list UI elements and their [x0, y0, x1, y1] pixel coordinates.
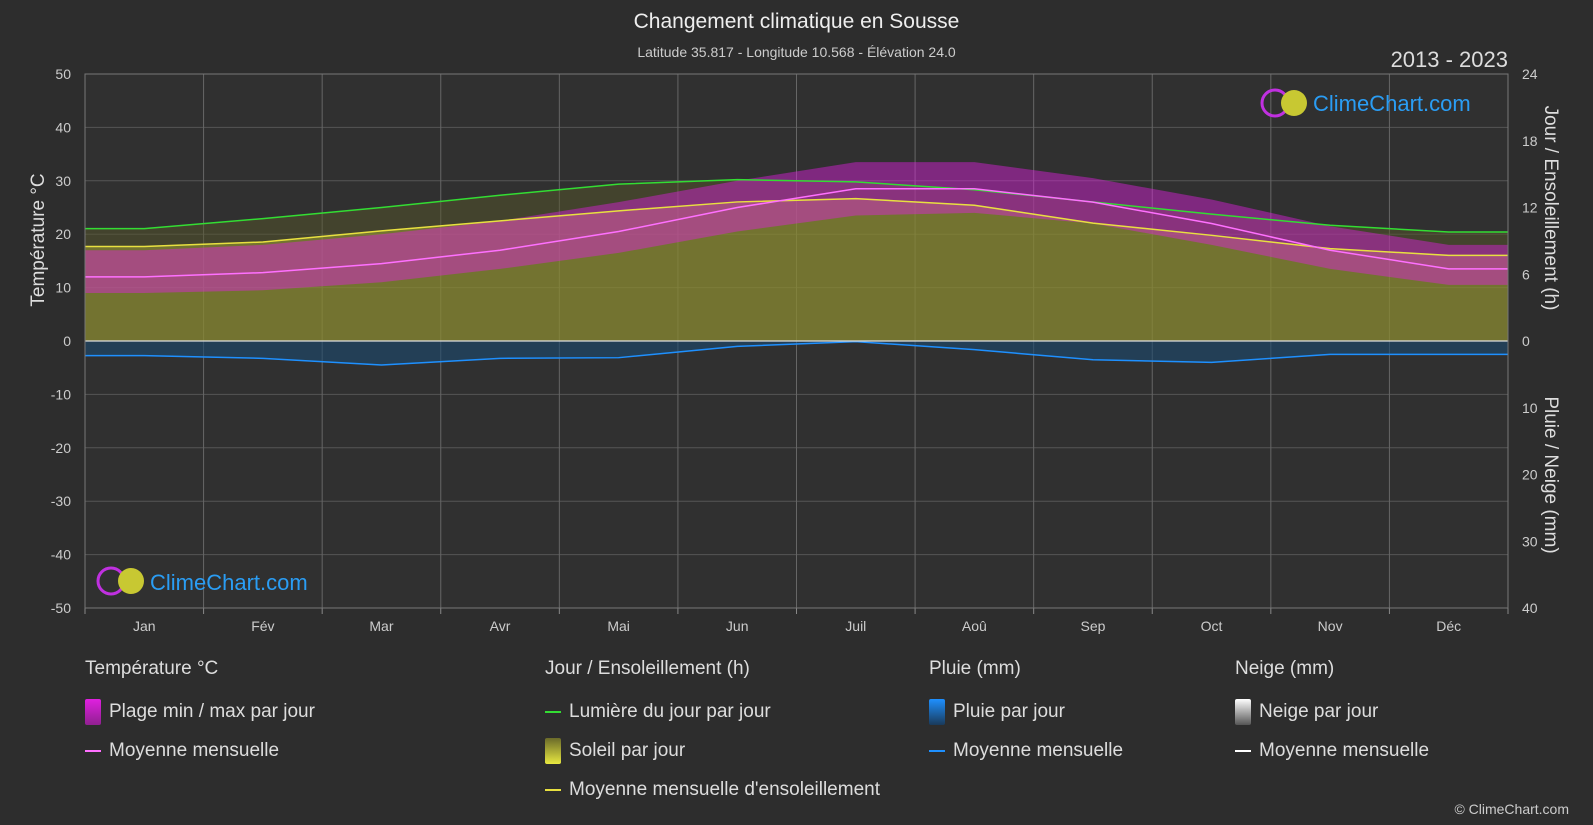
month-label: Aoû	[962, 618, 987, 634]
legend-item: Moyenne mensuelle	[1235, 731, 1429, 770]
month-label: Nov	[1318, 618, 1343, 634]
left-tick-label: 40	[55, 119, 71, 135]
left-tick-label: -30	[51, 493, 71, 509]
legend-snow-title: Neige (mm)	[1235, 658, 1335, 679]
daylight-line	[85, 178, 1508, 233]
temp-mean-line	[85, 188, 1508, 278]
rain-mean-line	[85, 340, 1508, 366]
chart-subtitle: Latitude 35.817 - Longitude 10.568 - Élé…	[637, 44, 956, 60]
legend-item: Moyenne mensuelle	[85, 731, 315, 770]
sun-area	[85, 198, 1508, 341]
temp-mean-swatch	[85, 749, 101, 752]
month-label: Sep	[1080, 618, 1105, 634]
legend-label: Moyenne mensuelle	[109, 739, 280, 761]
plot-frame	[84, 73, 1509, 609]
logo-sun-icon	[1281, 90, 1307, 116]
legend-label: Neige par jour	[1259, 700, 1379, 722]
right-top-tick-label: 24	[1522, 66, 1538, 82]
legend-label: Moyenne mensuelle	[953, 739, 1124, 761]
temp-range-area	[85, 162, 1508, 293]
month-label: Avr	[490, 618, 511, 634]
sun-mean-swatch	[545, 788, 561, 791]
left-axis-label: Température °C	[28, 173, 49, 306]
rain-area	[85, 341, 1508, 366]
right-bottom-tick-label: 40	[1522, 600, 1538, 616]
legend-rain-title: Pluie (mm)	[929, 658, 1021, 679]
month-label: Déc	[1436, 618, 1461, 634]
legend-label: Pluie par jour	[953, 700, 1065, 722]
left-tick-label: -20	[51, 440, 71, 456]
climate-chart: 50 40 30 20 10 0 -10 -20 -30 -40 -50 24 18 12 6 0 10 20 30…	[28, 66, 1561, 634]
right-axis-bottom-label: Pluie / Neige (mm)	[1540, 396, 1561, 553]
legend-snow: Neige (mm) Neige par jour Moyenne mensue…	[1235, 658, 1429, 770]
right-axis-top-label: Jour / Ensoleillement (h)	[1540, 106, 1561, 311]
left-tick-label: 30	[55, 173, 71, 189]
legend-item: Pluie par jour	[929, 692, 1123, 731]
daylight-swatch	[545, 710, 561, 713]
legend-item: Neige par jour	[1235, 692, 1429, 731]
legend-label: Moyenne mensuelle	[1259, 739, 1430, 761]
legend-rain: Pluie (mm) Pluie par jour Moyenne mensue…	[929, 658, 1123, 770]
snow-mean-swatch	[1235, 749, 1251, 752]
legend-label: Soleil par jour	[569, 739, 686, 761]
month-label: Juil	[845, 618, 866, 634]
right-top-tick-label: 0	[1522, 333, 1530, 349]
left-tick-label: 10	[55, 280, 71, 296]
snow-swatch	[1235, 698, 1251, 725]
logo-text-bottom: ClimeChart.com	[150, 570, 308, 595]
month-label: Mai	[607, 618, 630, 634]
legend-temperature-title: Température °C	[85, 658, 219, 679]
right-top-tick-label: 18	[1522, 133, 1538, 149]
right-top-tick-label: 6	[1522, 266, 1530, 282]
legend-item: Soleil par jour	[545, 731, 880, 770]
legend-item: Lumière du jour par jour	[545, 692, 880, 731]
logo-top[interactable]: ClimeChart.com	[1260, 88, 1471, 118]
month-label: Mar	[369, 618, 393, 634]
legend-label: Plage min / max par jour	[109, 700, 315, 722]
temp-range-swatch	[85, 698, 101, 725]
left-tick-label: 50	[55, 66, 71, 82]
rain-mean-swatch	[929, 749, 945, 752]
sun-swatch	[545, 737, 561, 764]
right-bottom-tick-label: 30	[1522, 533, 1538, 549]
logo-sun-icon	[118, 568, 144, 594]
month-label: Fév	[251, 618, 274, 634]
month-label: Jun	[726, 618, 749, 634]
legend-temperature: Température °C Plage min / max par jour …	[85, 658, 315, 770]
legend-sun: Jour / Ensoleillement (h) Lumière du jou…	[545, 658, 880, 809]
left-tick-label: -40	[51, 547, 71, 563]
legend-item: Plage min / max par jour	[85, 692, 315, 731]
logo-text-top: ClimeChart.com	[1313, 91, 1471, 116]
right-bottom-tick-label: 20	[1522, 467, 1538, 483]
right-top-tick-label: 12	[1522, 200, 1538, 216]
logo-bottom[interactable]: ClimeChart.com	[96, 566, 308, 596]
legend-item: Moyenne mensuelle	[929, 731, 1123, 770]
chart-title: Changement climatique en Sousse	[633, 10, 960, 33]
year-range: 2013 - 2023	[1390, 47, 1508, 72]
month-label: Jan	[133, 618, 156, 634]
left-tick-label: 20	[55, 226, 71, 242]
legend-sun-title: Jour / Ensoleillement (h)	[545, 658, 750, 679]
legend-label: Moyenne mensuelle d'ensoleillement	[569, 778, 880, 800]
daylight-area	[85, 179, 1508, 256]
month-label: Oct	[1201, 618, 1223, 634]
copyright: © ClimeChart.com	[1454, 801, 1569, 817]
left-tick-label: -10	[51, 386, 71, 402]
left-tick-label: 0	[63, 333, 71, 349]
legend-item: Moyenne mensuelle d'ensoleillement	[545, 770, 880, 809]
rain-swatch	[929, 698, 945, 725]
right-bottom-tick-label: 10	[1522, 400, 1538, 416]
legend-label: Lumière du jour par jour	[569, 700, 771, 722]
left-tick-label: -50	[51, 600, 71, 616]
